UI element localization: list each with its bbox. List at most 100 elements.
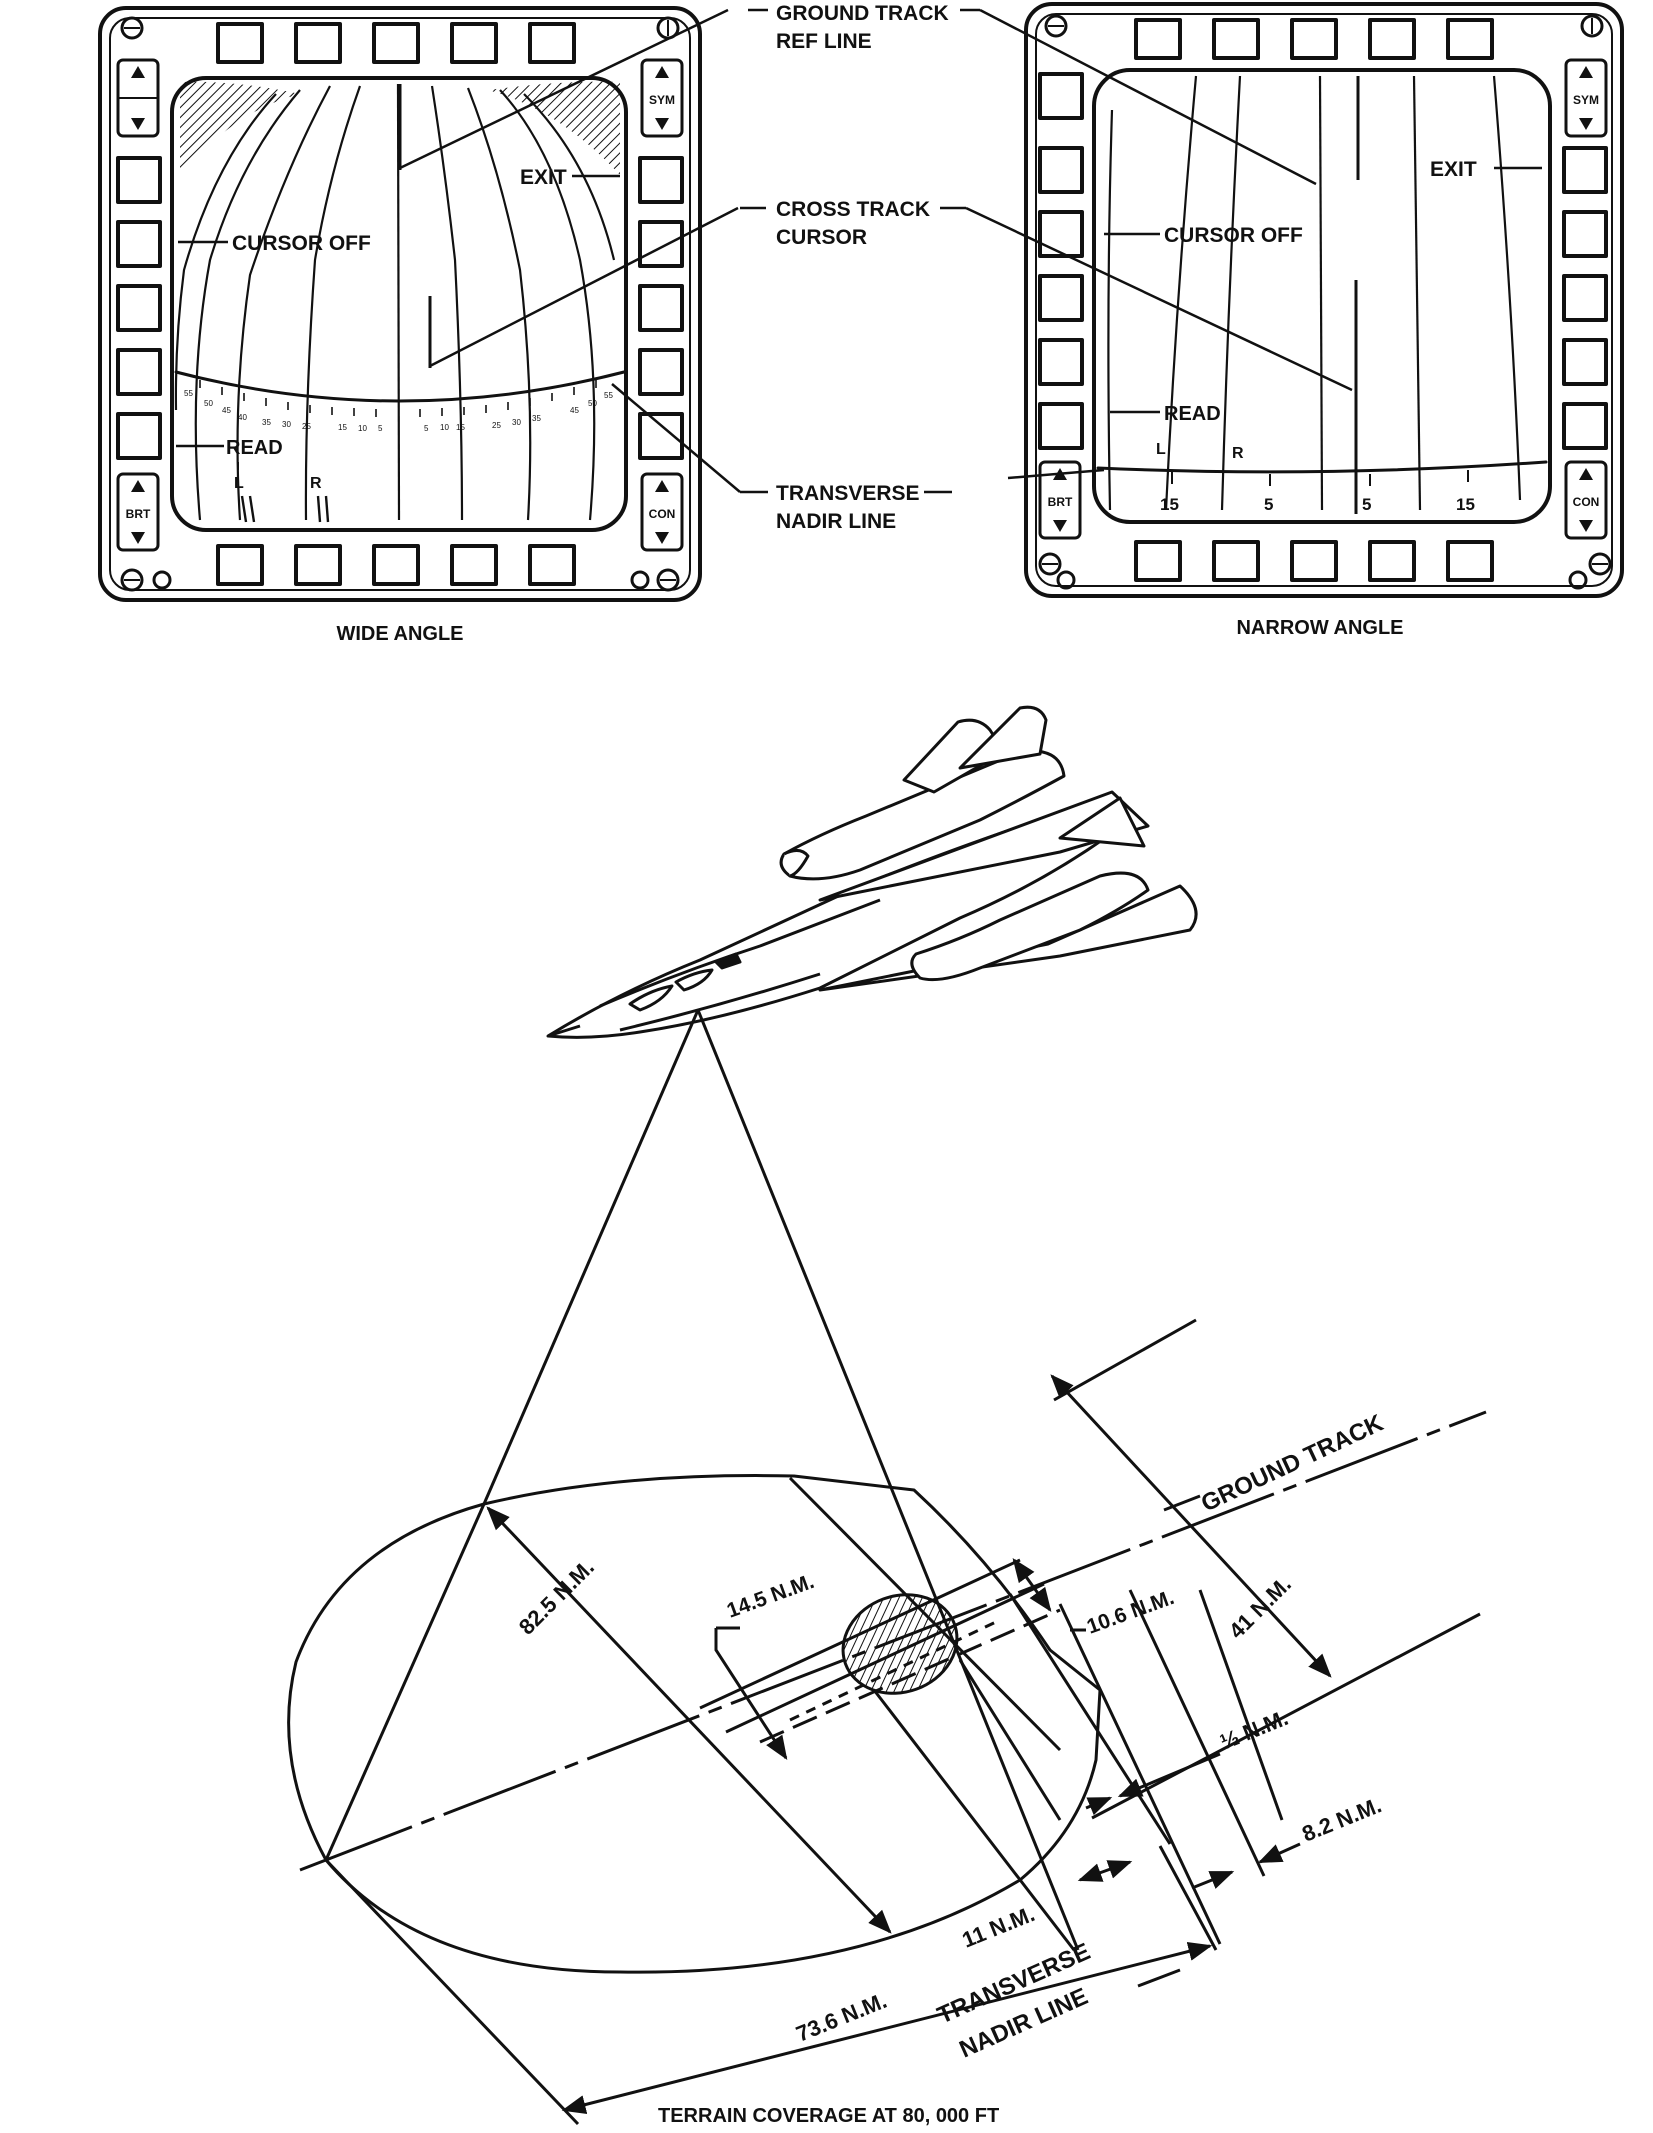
- wide-bezel-button[interactable]: [372, 22, 420, 64]
- narrow-bezel-button[interactable]: [1134, 18, 1182, 60]
- coverage-labels: GROUND TRACK 82.5 N.M. 14.5 N.M. 10.6 N.…: [514, 1409, 1388, 2127]
- wide-rocker-bottom-right[interactable]: CON: [640, 472, 684, 552]
- wide-bezel-button[interactable]: [450, 544, 498, 586]
- dim-82-5-line: [486, 1506, 892, 1934]
- narrow-bezel-button[interactable]: [1446, 540, 1494, 582]
- wide-display-bezel-inner: [109, 17, 691, 591]
- wide-scale-label: 35: [532, 414, 541, 423]
- narrow-sym-label: SYM: [1573, 93, 1599, 107]
- rocker-up-icon: [1579, 468, 1593, 480]
- narrow-angle-display: BRT SYM CON: [1007, 2, 1624, 639]
- wide-scale-label: 30: [282, 420, 291, 429]
- narrow-scale-label: 5: [1362, 495, 1371, 514]
- narrow-bottom-buttons: [1134, 540, 1494, 582]
- wide-bezel-button[interactable]: [638, 284, 684, 332]
- narrow-left-buttons: [1038, 72, 1084, 450]
- narrow-bezel-button[interactable]: [1038, 402, 1084, 450]
- wide-bezel-button[interactable]: [216, 544, 264, 586]
- ground-track-ref-line-label: GROUND TRACK: [776, 2, 949, 25]
- ground-track-ref-line-label: REF LINE: [776, 30, 872, 53]
- aircraft-nacelle-upper: [779, 749, 1066, 881]
- narrow-brt-label: BRT: [1048, 495, 1073, 509]
- narrow-bezel-button[interactable]: [1290, 18, 1338, 60]
- narrow-bezel-button[interactable]: [1446, 18, 1494, 60]
- transverse-nadir-line-label: NADIR LINE: [776, 510, 896, 533]
- wide-bezel-button[interactable]: [116, 156, 162, 204]
- narrow-screws: [1038, 14, 1612, 590]
- wide-screws: [120, 16, 680, 592]
- wide-bezel-button[interactable]: [372, 544, 420, 586]
- narrow-bezel-button[interactable]: [1562, 402, 1608, 450]
- dim-73-6-label: 73.6 N.M.: [793, 1988, 891, 2047]
- narrow-bezel-button[interactable]: [1562, 210, 1608, 258]
- wide-bezel-button[interactable]: [116, 412, 162, 460]
- wide-read-label[interactable]: READ: [226, 437, 283, 459]
- wide-rocker-bottom-left[interactable]: BRT: [116, 472, 160, 552]
- wide-scale-label: 25: [492, 421, 501, 430]
- narrow-bezel-button[interactable]: [1038, 274, 1084, 322]
- wide-scale-label: 5: [378, 424, 383, 433]
- narrow-bezel-button[interactable]: [1038, 210, 1084, 258]
- rocker-down-icon: [1579, 118, 1593, 130]
- wide-angle-caption: WIDE ANGLE: [336, 623, 463, 645]
- wide-r-label: R: [310, 475, 322, 492]
- dim-82-5-label: 82.5 N.M.: [514, 1554, 599, 1639]
- aircraft-wing-left: [818, 790, 1150, 902]
- narrow-bezel-button[interactable]: [1562, 338, 1608, 386]
- rocker-down-icon: [1579, 520, 1593, 532]
- narrow-rocker-bottom-left[interactable]: BRT: [1038, 460, 1082, 540]
- wide-scale-label: 15: [456, 423, 465, 432]
- narrow-bezel-button[interactable]: [1134, 540, 1182, 582]
- narrow-angle-coverage-ellipse: [841, 1593, 959, 1695]
- wide-scale-ticks: [199, 380, 597, 417]
- dim-41-line: [1050, 1374, 1332, 1678]
- narrow-bezel-button[interactable]: [1290, 540, 1338, 582]
- narrow-bezel-button[interactable]: [1562, 146, 1608, 194]
- narrow-cursor-off-label[interactable]: CURSOR OFF: [1164, 224, 1303, 247]
- terrain-coverage-geometry: [287, 1009, 1487, 2126]
- wide-bezel-button[interactable]: [638, 220, 684, 268]
- wide-bezel-button[interactable]: [638, 156, 684, 204]
- narrow-bezel-button[interactable]: [1368, 18, 1416, 60]
- narrow-exit-label[interactable]: EXIT: [1430, 158, 1477, 181]
- narrow-bezel-button[interactable]: [1038, 146, 1084, 194]
- wide-bezel-button[interactable]: [294, 22, 342, 64]
- wide-bezel-button[interactable]: [116, 348, 162, 396]
- narrow-transverse-nadir-line: [1096, 460, 1548, 474]
- wide-scale-label: 40: [238, 413, 247, 422]
- wide-screen: [170, 76, 628, 532]
- narrow-rocker-bottom-right[interactable]: CON: [1564, 460, 1608, 540]
- narrow-vertical-lines: [1107, 75, 1522, 511]
- narrow-scale-ticks: [1171, 470, 1469, 486]
- wide-display-bezel: [98, 6, 702, 602]
- view-cone-line-left: [482, 1009, 700, 1505]
- wide-bezel-button[interactable]: [638, 348, 684, 396]
- narrow-rocker-top-right[interactable]: SYM: [1564, 58, 1608, 138]
- wide-bezel-button[interactable]: [294, 544, 342, 586]
- wide-scale-label: 35: [262, 418, 271, 427]
- narrow-display-bezel: [1024, 2, 1624, 598]
- narrow-scale-label: 5: [1264, 495, 1273, 514]
- wide-bezel-button[interactable]: [528, 22, 576, 64]
- wide-right-buttons: [638, 156, 684, 460]
- narrow-bezel-button[interactable]: [1212, 18, 1260, 60]
- wide-bezel-button[interactable]: [116, 220, 162, 268]
- narrow-bezel-button[interactable]: [1212, 540, 1260, 582]
- wide-cursor-off-label[interactable]: CURSOR OFF: [232, 232, 371, 255]
- ground-track-label: GROUND TRACK: [1197, 1409, 1388, 1517]
- wide-rocker-top-right[interactable]: SYM: [640, 58, 684, 138]
- wide-bezel-button[interactable]: [528, 544, 576, 586]
- wide-exit-label[interactable]: EXIT: [520, 166, 567, 189]
- wide-bezel-button[interactable]: [638, 412, 684, 460]
- wide-rocker-top-left[interactable]: [116, 58, 160, 138]
- wide-bezel-button[interactable]: [116, 284, 162, 332]
- aircraft-tail-lower: [1058, 796, 1146, 848]
- wide-bezel-button[interactable]: [450, 22, 498, 64]
- narrow-bezel-button[interactable]: [1038, 72, 1084, 120]
- narrow-bezel-button[interactable]: [1562, 274, 1608, 322]
- narrow-bezel-button[interactable]: [1368, 540, 1416, 582]
- narrow-read-label[interactable]: READ: [1164, 403, 1221, 425]
- narrow-bezel-button[interactable]: [1038, 338, 1084, 386]
- narrow-top-buttons: [1134, 18, 1494, 60]
- wide-bezel-button[interactable]: [216, 22, 264, 64]
